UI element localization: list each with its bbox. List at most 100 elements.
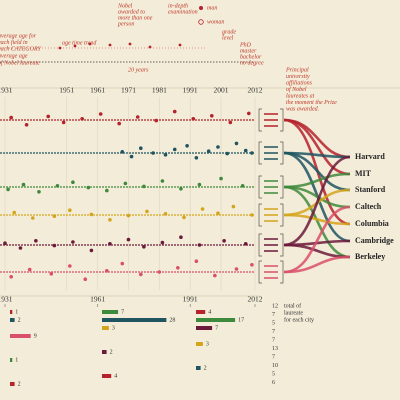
legend-text: examination xyxy=(168,9,198,15)
legend-text: awarded to xyxy=(118,9,145,15)
legend-text: Nobel xyxy=(117,3,133,9)
city-total: 5 xyxy=(272,371,275,377)
laureate-dot xyxy=(27,267,32,272)
mini-bar xyxy=(102,350,107,354)
legend-text: total of xyxy=(284,302,301,309)
laureate-dot xyxy=(105,269,109,273)
mini-bar-label: 3 xyxy=(206,341,209,347)
laureate-dot xyxy=(145,209,149,214)
legend-sample xyxy=(178,43,182,47)
laureate-dot xyxy=(9,115,13,120)
year-label: 1991 xyxy=(183,86,198,95)
affiliation-flow xyxy=(283,213,351,226)
laureate-dot xyxy=(3,241,7,245)
mini-bar-label: 2 xyxy=(18,317,21,323)
laureate-dot xyxy=(160,179,165,183)
laureate-dot xyxy=(49,272,54,276)
mini-bar xyxy=(196,318,236,322)
laureate-dot xyxy=(206,149,211,153)
legend-text: university xyxy=(286,74,310,80)
mini-bar-label: 1 xyxy=(15,357,18,363)
laureate-dot xyxy=(163,212,168,216)
legend-text: affiliations xyxy=(286,79,313,86)
affiliation-flow xyxy=(283,255,351,274)
bracket xyxy=(258,260,284,284)
mini-bar-label: 1 xyxy=(15,309,18,315)
mini-bar xyxy=(10,334,31,338)
year-label: 2012 xyxy=(248,86,263,95)
legend-text: each field in xyxy=(0,39,28,46)
affiliation-flow xyxy=(283,185,351,209)
legend-text: for each city xyxy=(284,316,314,323)
mini-bar xyxy=(10,318,15,322)
legend-text: was awarded. xyxy=(286,106,319,112)
city-total: 10 xyxy=(272,363,278,369)
legend-text: more than one xyxy=(118,15,153,21)
mini-bar xyxy=(102,310,119,314)
legend-text: of Nobel laureate xyxy=(0,59,40,66)
legend-sample xyxy=(73,44,77,48)
laureate-dot xyxy=(89,212,94,217)
mini-bar xyxy=(10,382,15,386)
laureate-dot xyxy=(135,115,140,119)
bracket xyxy=(258,108,284,132)
laureate-dot xyxy=(37,190,41,194)
bracket xyxy=(258,233,284,257)
city-total: 13 xyxy=(272,346,278,352)
legend-text: level xyxy=(222,35,234,41)
bracket xyxy=(258,203,284,227)
laureate-dot xyxy=(197,243,202,247)
laureate-dot xyxy=(34,239,38,243)
laureate-dot xyxy=(179,235,183,239)
laureate-dot xyxy=(234,141,239,146)
mini-bar xyxy=(196,326,213,330)
laureate-dot xyxy=(194,156,199,160)
laureate-dot xyxy=(80,117,84,121)
laureate-dot xyxy=(21,182,26,187)
legend-woman xyxy=(198,19,204,25)
laureate-dot xyxy=(71,180,75,184)
laureate-dot xyxy=(24,123,29,127)
laureate-dot xyxy=(126,213,131,218)
laureate-dot xyxy=(123,181,128,186)
legend-man xyxy=(199,6,203,10)
laureate-dot xyxy=(172,109,177,114)
laureate-dot xyxy=(142,245,146,249)
legend-text: no degree xyxy=(240,60,264,66)
legend-text: age time trend xyxy=(62,40,97,46)
year-label: 1961 xyxy=(90,86,105,95)
laureate-dot xyxy=(18,246,23,250)
mini-bar-label: 7 xyxy=(121,309,124,315)
laureate-dot xyxy=(6,187,10,192)
mini-bar-label: 2 xyxy=(110,349,113,355)
year-label: 2001 xyxy=(214,86,229,95)
laureate-dot xyxy=(225,151,230,156)
laureate-dot xyxy=(68,208,72,212)
laureate-dot xyxy=(139,272,143,277)
laureate-dot xyxy=(52,243,57,248)
mini-bar xyxy=(196,342,203,346)
laureate-dot xyxy=(240,184,245,188)
legend-text: woman xyxy=(207,19,224,25)
mini-bar-label: 9 xyxy=(34,333,37,339)
legend-sample xyxy=(128,42,132,46)
laureate-dot xyxy=(71,240,75,244)
year-label: 1931 xyxy=(0,86,13,95)
city-total: 7 xyxy=(272,312,275,318)
mini-bar-label: 2 xyxy=(18,381,21,387)
laureate-dot xyxy=(250,263,254,267)
university-label: Stanford xyxy=(355,185,386,194)
laureate-dot xyxy=(163,153,168,157)
legend-text: PhD xyxy=(239,42,252,48)
mini-bar-label: 3 xyxy=(112,325,115,331)
laureate-dot xyxy=(200,207,205,211)
mini-bar xyxy=(196,310,206,314)
university-label: Caltech xyxy=(355,202,382,211)
laureate-dot xyxy=(209,114,214,118)
affiliation-flow xyxy=(283,155,351,247)
mini-bar xyxy=(10,310,13,314)
legend-sample xyxy=(88,42,92,46)
laureate-dot xyxy=(52,214,57,218)
